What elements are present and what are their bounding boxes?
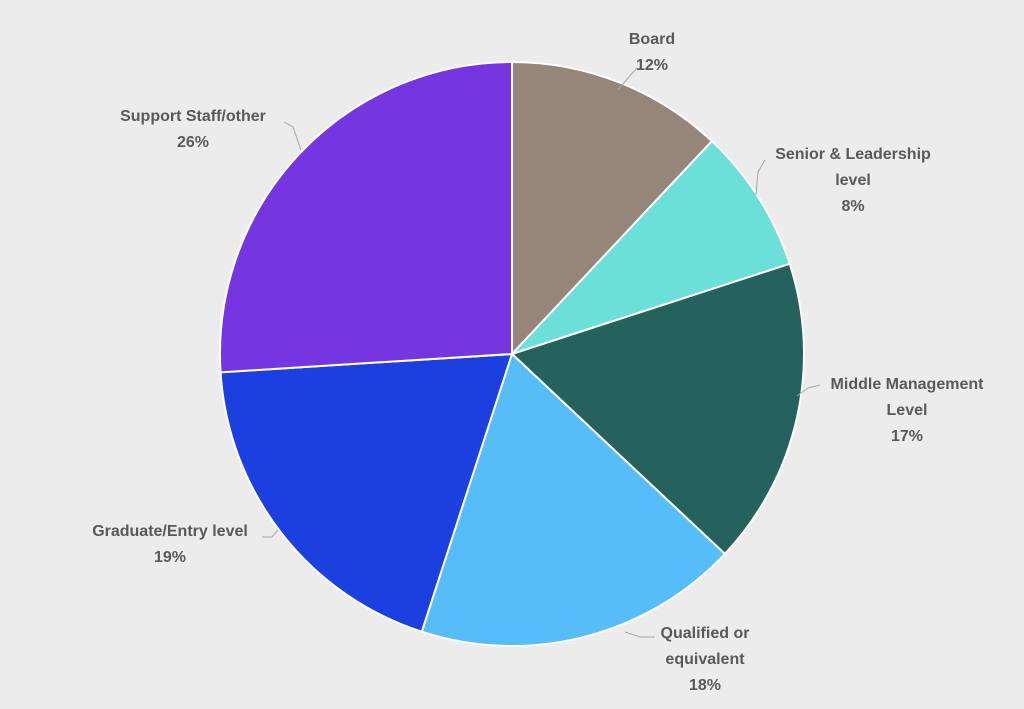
- slice-name-5: Support Staff/other: [120, 108, 266, 125]
- pie-slice-3: [420, 352, 727, 647]
- leader-line-4: [262, 529, 279, 538]
- leader-lines: [262, 67, 821, 638]
- pie-slice-4: [219, 352, 514, 633]
- pie-slices: [219, 60, 805, 647]
- leader-line-0: [617, 67, 638, 91]
- leader-line-1: [755, 159, 766, 196]
- slice-percent-5: 26%: [177, 134, 209, 151]
- slice-label-0: Board 12%: [629, 31, 675, 74]
- slice-name-0: Board: [629, 31, 675, 48]
- slice-name-2: Level: [887, 402, 928, 419]
- slice-name-3: equivalent: [665, 651, 745, 668]
- slice-labels: Board 12% Senior & Leadership level 8% Middle…: [92, 31, 984, 694]
- slice-name-3: Qualified or: [661, 625, 750, 642]
- pie-slice-5: [219, 60, 513, 374]
- slice-label-3: Qualified or equivalent 18%: [661, 625, 750, 694]
- slice-label-2: Middle Management Level 17%: [831, 376, 985, 445]
- slice-name-1: level: [835, 172, 871, 189]
- pie-slice-0: [511, 60, 714, 357]
- leader-line-3: [624, 631, 655, 638]
- slice-percent-4: 19%: [154, 549, 186, 566]
- slice-percent-0: 12%: [636, 57, 668, 74]
- slice-name-1: Senior & Leadership: [775, 146, 931, 163]
- slice-percent-2: 17%: [891, 428, 923, 445]
- pie-slice-2: [510, 262, 805, 556]
- pie-slice-1: [511, 139, 791, 355]
- slice-label-1: Senior & Leadership level 8%: [775, 146, 931, 215]
- slice-percent-3: 18%: [689, 677, 721, 694]
- slice-label-4: Graduate/Entry level 19%: [92, 523, 248, 566]
- slice-name-2: Middle Management: [831, 376, 985, 393]
- slice-label-5: Support Staff/other 26%: [120, 108, 266, 151]
- leader-line-5: [283, 121, 302, 151]
- slice-name-4: Graduate/Entry level: [92, 523, 248, 540]
- slice-percent-1: 8%: [841, 198, 864, 215]
- leader-line-2: [796, 384, 821, 397]
